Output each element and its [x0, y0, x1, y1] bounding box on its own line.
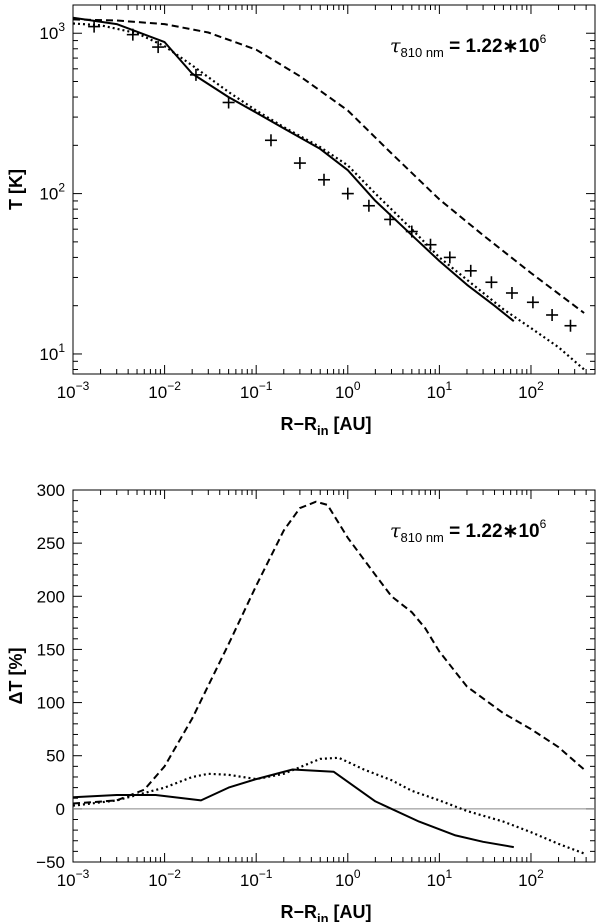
y-tick-label: 0	[56, 800, 65, 819]
y-tick-label: 103	[39, 20, 65, 43]
y-tick-label: 200	[37, 587, 65, 606]
x-tick-label: 10−2	[148, 379, 181, 402]
data-point-marker	[189, 68, 202, 81]
x-tick-label: 102	[518, 379, 544, 402]
plot-frame	[72, 489, 596, 863]
data-point-marker	[424, 238, 437, 251]
y-axis-label: ΔT [%]	[6, 648, 26, 705]
data-point-marker	[443, 251, 456, 264]
tau-annotation: τ810 nm = 1.22∗106	[390, 32, 547, 60]
y-tick-label: 250	[37, 534, 65, 553]
dashed-series-line	[73, 18, 585, 314]
dashed-series-line	[73, 500, 585, 805]
data-point-marker	[318, 173, 331, 186]
data-point-marker	[341, 187, 354, 200]
data-point-marker	[405, 225, 418, 238]
y-tick-label: 101	[39, 341, 65, 364]
data-point-marker	[88, 20, 101, 33]
data-point-marker	[485, 276, 498, 289]
y-tick-label: 50	[46, 747, 65, 766]
y-tick-label: 102	[39, 181, 65, 204]
x-tick-label: 10−1	[240, 867, 273, 890]
data-point-marker	[464, 264, 477, 277]
dotted-series-line	[73, 22, 585, 371]
x-tick-label: 10−3	[57, 379, 90, 402]
y-axis-label: T [K]	[6, 169, 26, 210]
x-axis-label: R−Rin [AU]	[280, 414, 371, 438]
data-point-marker	[362, 199, 375, 212]
data-point-marker	[126, 28, 139, 41]
data-point-marker	[293, 157, 306, 170]
x-axis-label: R−Rin [AU]	[280, 902, 371, 922]
x-tick-label: 10−1	[240, 379, 273, 402]
plot-frame	[72, 4, 596, 375]
data-point-marker	[264, 134, 277, 147]
x-tick-label: 100	[335, 867, 361, 890]
data-point-marker	[152, 41, 165, 54]
solid-series-line	[73, 768, 514, 849]
series-group	[73, 500, 585, 855]
temperature-panel: 10−3 10−2 10−1 100 101 102 101 102 103 R−Rin [AU]…	[6, 4, 596, 438]
y-tick-label: 150	[37, 640, 65, 659]
tau-annotation: τ810 nm = 1.22∗106	[390, 517, 547, 545]
data-point-marker	[505, 286, 518, 299]
solid-series-line	[73, 16, 515, 322]
y-tick-label: 300	[37, 481, 65, 500]
x-tick-label: 101	[427, 867, 453, 890]
dotted-series-line	[73, 756, 585, 855]
data-point-marker	[546, 308, 559, 321]
data-point-marker	[564, 319, 577, 332]
data-point-marker	[526, 296, 539, 309]
data-point-marker	[222, 96, 235, 109]
y-tick-label: 100	[37, 694, 65, 713]
x-tick-label: 102	[518, 867, 544, 890]
data-point-marker	[384, 213, 397, 226]
x-tick-label: 100	[335, 379, 361, 402]
x-tick-label: 10−2	[148, 867, 181, 890]
x-tick-label: 10−3	[57, 867, 90, 890]
series-group	[73, 16, 585, 371]
y-tick-label: −50	[36, 853, 65, 872]
delta-temperature-panel: 10−3 10−2 10−1 100 101 102 −50 0 50 100 150 200 250 3…	[6, 481, 596, 922]
x-tick-label: 101	[427, 379, 453, 402]
